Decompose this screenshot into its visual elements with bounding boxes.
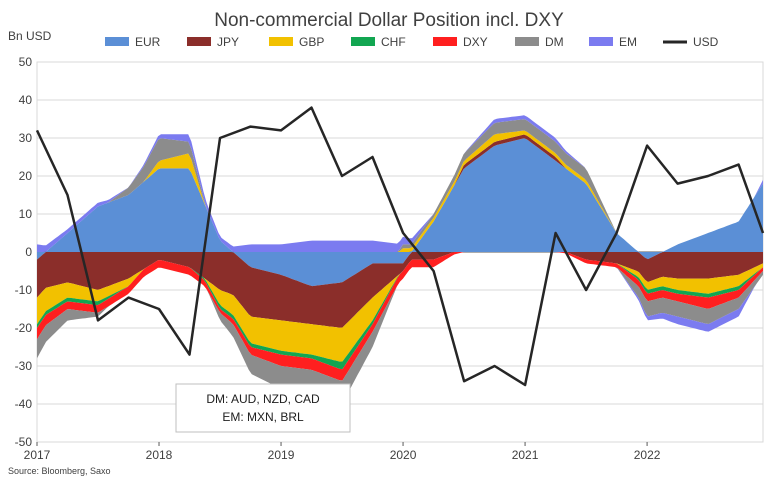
chart-title: Non-commercial Dollar Position incl. DXY [214, 10, 564, 31]
y-tick-label: 30 [19, 131, 33, 145]
series-eur-negative [37, 252, 763, 287]
source-note: Source: Bloomberg, Saxo [8, 466, 111, 476]
legend-swatch-dxy [433, 37, 457, 46]
x-tick-label: 2022 [634, 448, 661, 462]
y-tick-label: 40 [19, 93, 33, 107]
annotation-line-em: EM: MXN, BRL [222, 410, 304, 424]
x-tick-label: 2018 [146, 448, 173, 462]
legend-label-em: EM [619, 35, 637, 49]
series-dxy-negative [37, 252, 763, 381]
y-tick-label: 50 [19, 55, 33, 69]
legend-swatch-eur [105, 37, 129, 46]
x-axis-ticks: 2017 2018 2019 2020 2021 2022 [24, 442, 661, 462]
legend-label-eur: EUR [135, 35, 161, 49]
series-jpy-negative [37, 252, 763, 328]
legend-swatch-em [589, 37, 613, 46]
y-tick-label: -50 [15, 435, 33, 449]
y-tick-label: -40 [15, 397, 33, 411]
x-tick-label: 2017 [24, 448, 51, 462]
y-tick-label: 20 [19, 169, 33, 183]
annotation-box-frame [175, 383, 351, 433]
legend-swatch-gbp [269, 37, 293, 46]
x-tick-label: 2019 [268, 448, 295, 462]
stacked-area-series [37, 115, 763, 404]
legend-swatch-jpy [187, 37, 211, 46]
y-tick-label: 10 [19, 207, 33, 221]
legend-label-dm: DM [545, 35, 564, 49]
legend-label-jpy: JPY [217, 35, 239, 49]
y-tick-label: 0 [25, 245, 32, 259]
y-tick-label: -20 [15, 321, 33, 335]
legend-swatch-dm [515, 37, 539, 46]
series-eur-positive [37, 138, 763, 252]
annotation-box: DM: AUD, NZD, CAD EM: MXN, BRL [175, 383, 351, 433]
legend: EUR JPY GBP CHF DXY DM EM USD [105, 35, 719, 49]
x-tick-label: 2021 [512, 448, 539, 462]
y-axis-label: Bn USD [8, 29, 52, 43]
x-tick-label: 2020 [390, 448, 417, 462]
legend-swatch-chf [351, 37, 375, 46]
annotation-line-dm: DM: AUD, NZD, CAD [206, 392, 320, 406]
legend-label-dxy: DXY [463, 35, 488, 49]
usd-series-group [35, 106, 765, 387]
y-tick-label: -30 [15, 359, 33, 373]
legend-label-gbp: GBP [299, 35, 324, 49]
y-axis-ticks: 50 40 30 20 10 0 -10 -20 -30 -40 -50 [15, 55, 33, 449]
series-usd-line [35, 106, 765, 387]
y-tick-label: -10 [15, 283, 33, 297]
legend-label-chf: CHF [381, 35, 406, 49]
legend-label-usd: USD [693, 35, 719, 49]
